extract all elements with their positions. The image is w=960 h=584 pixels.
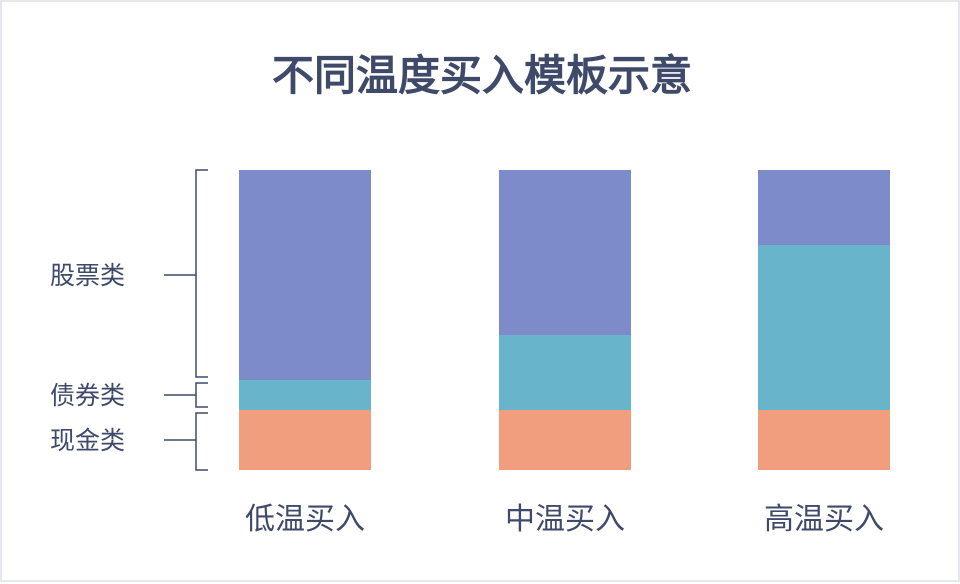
bar-segment-3-3 <box>758 170 890 245</box>
category-label-2: 中温买入 <box>505 502 625 537</box>
bar-segment-2-1 <box>499 410 631 470</box>
legend-bracket-2 <box>195 382 208 408</box>
category-label-1: 低温买入 <box>245 502 365 537</box>
bar-segment-1-2 <box>239 380 371 410</box>
bars-group <box>239 170 890 470</box>
bar-segment-3-1 <box>758 410 890 470</box>
category-label-3: 高温买入 <box>764 502 884 537</box>
legend-label-2: 债券类 <box>50 381 125 410</box>
bar-segment-3-2 <box>758 245 890 410</box>
bar-segment-1-1 <box>239 410 371 470</box>
bar-segment-1-3 <box>239 170 371 380</box>
chart-title: 不同温度买入模板示意 <box>272 51 692 100</box>
category-labels: 低温买入 中温买入 高温买入 <box>245 502 884 537</box>
legend-bracket-1 <box>195 412 208 471</box>
legend-label-3: 股票类 <box>50 261 125 290</box>
bar-segment-2-2 <box>499 335 631 410</box>
legend-bracket-3 <box>195 169 208 378</box>
legend-label-1: 现金类 <box>50 426 125 455</box>
bar-segment-2-3 <box>499 170 631 335</box>
